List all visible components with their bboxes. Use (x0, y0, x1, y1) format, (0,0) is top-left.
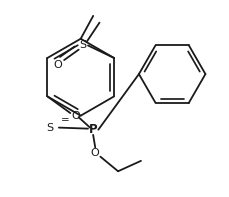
Text: S: S (46, 123, 53, 133)
Text: O: O (54, 60, 62, 70)
Text: O: O (91, 148, 100, 158)
Text: P: P (89, 123, 98, 136)
Text: =: = (61, 115, 69, 125)
Text: O: O (71, 111, 80, 121)
Text: S: S (79, 41, 86, 50)
